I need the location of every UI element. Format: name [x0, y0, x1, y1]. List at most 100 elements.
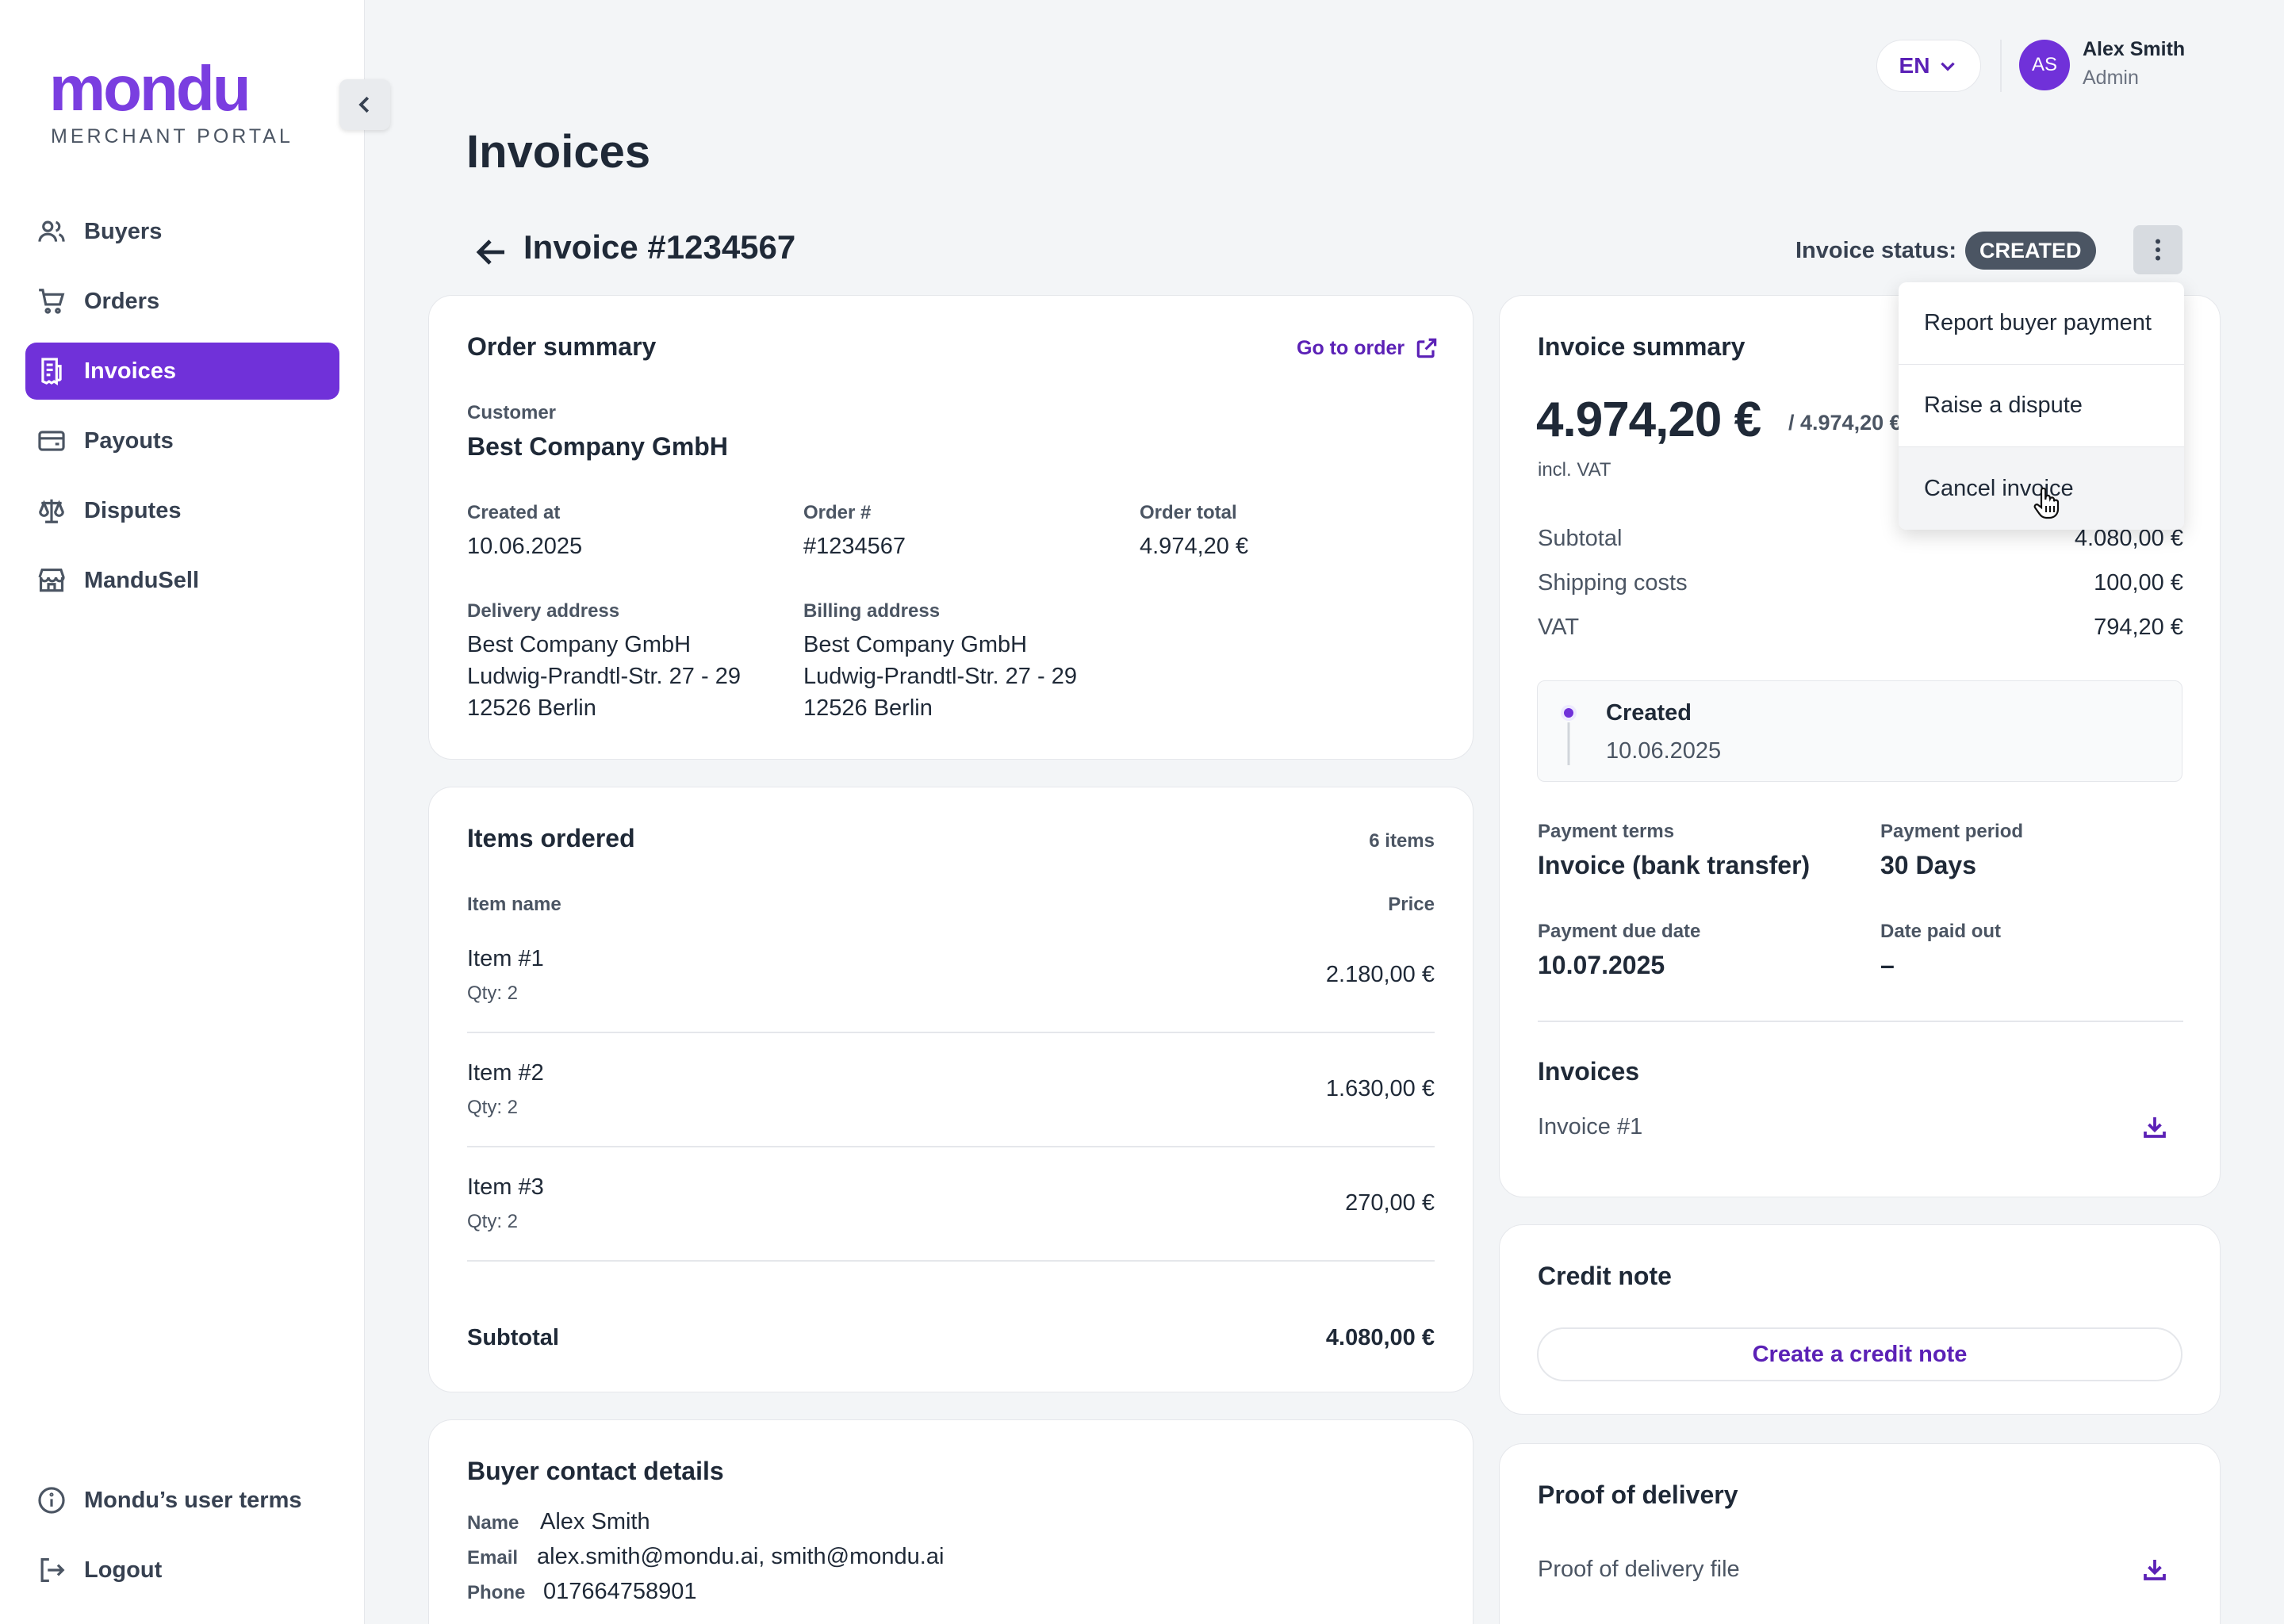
- order-number-value: #1234567: [803, 534, 906, 559]
- logo-wordmark: mondu: [49, 53, 251, 124]
- menu-item-report-buyer-payment[interactable]: Report buyer payment: [1899, 282, 2184, 365]
- invoice-icon: [41, 358, 62, 385]
- scale-icon: [39, 499, 64, 523]
- contact-email-label: Email: [467, 1547, 519, 1568]
- collapse-sidebar-button[interactable]: [339, 79, 390, 130]
- section-divider: [1538, 1021, 2183, 1022]
- order-number-label: Order #: [803, 502, 872, 523]
- timeline-dot-icon: [1561, 705, 1577, 765]
- row-divider: [467, 1032, 1435, 1033]
- invoice-amount-total: / 4.974,20 €: [1788, 411, 1902, 435]
- more-actions-button[interactable]: [2133, 225, 2182, 274]
- logout-icon: [40, 1557, 65, 1583]
- row-divider: [467, 1146, 1435, 1147]
- proof-of-delivery-title: Proof of delivery: [1538, 1480, 1738, 1509]
- sidebar-item-logout[interactable]: Logout: [25, 1542, 339, 1599]
- payment-period-label: Payment period: [1880, 821, 2024, 842]
- back-arrow-icon[interactable]: [473, 233, 511, 271]
- col-price: Price: [1388, 894, 1435, 915]
- payment-terms-value: Invoice (bank transfer): [1538, 851, 1811, 879]
- info-icon: [38, 1487, 65, 1514]
- delivery-address-line: Ludwig-Prandtl-Str. 27 - 29: [467, 664, 741, 689]
- items-ordered-card: Items ordered 6 items Item name Price It…: [428, 787, 1473, 1392]
- sidebar-item-mondusell[interactable]: ManduSell: [25, 552, 339, 609]
- language-value: EN: [1899, 53, 1930, 78]
- item-qty: Qty: 2: [467, 982, 519, 1004]
- created-at-value: 10.06.2025: [467, 534, 583, 559]
- subtotal-label: Subtotal: [1538, 526, 1623, 551]
- date-paid-label: Date paid out: [1880, 921, 2002, 942]
- vat-note: incl. VAT: [1538, 459, 1611, 481]
- status-badge: CREATED: [1965, 232, 2096, 270]
- wallet-icon: [38, 431, 65, 451]
- sidebar-item-label: ManduSell: [84, 567, 200, 593]
- subtotal-label: Subtotal: [467, 1325, 559, 1350]
- status-timeline: Created 10.06.2025: [1537, 680, 2182, 782]
- billing-address-line: Best Company GmbH: [803, 632, 1028, 657]
- customer-label: Customer: [467, 402, 557, 423]
- item-qty: Qty: 2: [467, 1211, 519, 1232]
- sidebar-item-label: Disputes: [84, 497, 182, 523]
- logo-subtitle: MERCHANT PORTAL: [51, 125, 293, 147]
- order-summary-card: Order summary Go to order Customer Best …: [428, 295, 1473, 760]
- invoice-title: Invoice #1234567: [523, 228, 796, 266]
- contact-phone-label: Phone: [467, 1582, 526, 1603]
- contact-phone[interactable]: 017664758901: [543, 1579, 697, 1604]
- order-total-value: 4.974,20 €: [1140, 534, 1249, 559]
- item-price: 2.180,00 €: [1325, 962, 1435, 987]
- invoices-section-title: Invoices: [1538, 1057, 1640, 1086]
- chevron-left-icon: [358, 96, 370, 113]
- sidebar-item-payouts[interactable]: Payouts: [25, 412, 339, 469]
- timeline-date: 10.06.2025: [1606, 738, 1722, 764]
- menu-item-raise-dispute[interactable]: Raise a dispute: [1899, 365, 2184, 447]
- vat-value: 794,20 €: [2094, 615, 2183, 640]
- delivery-address-line: Best Company GmbH: [467, 632, 692, 657]
- mondu-logo[interactable]: mondu MERCHANT PORTAL: [49, 57, 293, 148]
- due-date-value: 10.07.2025: [1538, 951, 1665, 979]
- chevron-down-icon: [1941, 62, 1956, 71]
- language-selector[interactable]: EN: [1876, 40, 1981, 92]
- contact-name-label: Name: [467, 1512, 519, 1534]
- avatar[interactable]: AS: [2019, 40, 2070, 90]
- sidebar-item-label: Buyers: [84, 218, 163, 244]
- item-name: Item #1: [467, 946, 544, 971]
- cart-icon: [39, 289, 65, 314]
- invoice-file-name[interactable]: Invoice #1: [1538, 1114, 1643, 1139]
- header-divider: [2000, 40, 2002, 92]
- store-icon: [38, 568, 65, 592]
- create-credit-note-button[interactable]: Create a credit note: [1537, 1327, 2182, 1381]
- billing-address-line: 12526 Berlin: [803, 695, 933, 721]
- sidebar-item-invoices[interactable]: Invoices: [25, 343, 339, 400]
- item-price: 1.630,00 €: [1325, 1076, 1435, 1101]
- sidebar-item-user-terms[interactable]: Mondu’s user terms: [25, 1472, 339, 1529]
- order-total-label: Order total: [1140, 502, 1237, 523]
- item-name: Item #2: [467, 1060, 544, 1086]
- page-title: Invoices: [466, 126, 651, 178]
- sidebar-item-orders[interactable]: Orders: [25, 273, 339, 330]
- date-paid-value: –: [1880, 951, 1895, 979]
- sidebar-item-disputes[interactable]: Disputes: [25, 482, 339, 539]
- credit-note-title: Credit note: [1538, 1262, 1672, 1290]
- invoice-summary-title: Invoice summary: [1538, 332, 1746, 361]
- sidebar-item-buyers[interactable]: Buyers: [25, 203, 339, 260]
- contact-email[interactable]: alex.smith@mondu.ai, smith@mondu.ai: [537, 1544, 945, 1569]
- download-icon[interactable]: [2140, 1113, 2169, 1141]
- order-summary-title: Order summary: [467, 332, 657, 361]
- shipping-label: Shipping costs: [1538, 570, 1688, 596]
- delivery-address-label: Delivery address: [467, 600, 620, 622]
- delivery-address-line: 12526 Berlin: [467, 695, 596, 721]
- contact-name: Alex Smith: [540, 1509, 650, 1534]
- due-date-label: Payment due date: [1538, 921, 1701, 942]
- proof-of-delivery-card: Proof of delivery Proof of delivery file: [1499, 1443, 2221, 1624]
- items-ordered-title: Items ordered: [467, 824, 635, 852]
- go-to-order-link[interactable]: Go to order: [1297, 335, 1439, 361]
- download-icon[interactable]: [2140, 1555, 2169, 1584]
- user-name[interactable]: Alex Smith: [2083, 38, 2186, 60]
- sidebar-item-label: Payouts: [84, 427, 174, 454]
- item-price: 270,00 €: [1345, 1190, 1435, 1216]
- item-qty: Qty: 2: [467, 1097, 519, 1118]
- kebab-menu-icon: [2156, 239, 2160, 261]
- proof-file-name[interactable]: Proof of delivery file: [1538, 1557, 1740, 1582]
- sidebar-item-label: Mondu’s user terms: [84, 1487, 302, 1513]
- subtotal-value: 4.080,00 €: [1325, 1325, 1435, 1350]
